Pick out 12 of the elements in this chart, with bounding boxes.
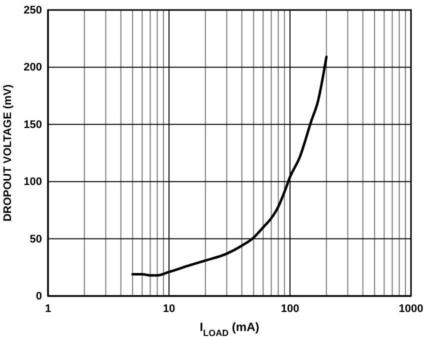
- y-tick-label: 0: [36, 290, 42, 303]
- x-tick-label: 1000: [398, 302, 424, 315]
- y-tick-label: 100: [24, 176, 42, 188]
- x-tick-label: 1: [44, 302, 52, 315]
- x-tick-label: 100: [280, 302, 300, 315]
- y-tick-label: 250: [24, 4, 42, 17]
- x-axis-title: I$_{LOAD}$ (mA): [200, 320, 260, 337]
- x-tick-label: 10: [162, 302, 176, 315]
- y-tick-label: 50: [30, 233, 42, 246]
- y-tick-label: 200: [24, 62, 42, 74]
- y-tick-label: 150: [24, 118, 42, 131]
- y-axis-title: DROPOUT VOLTAGE (mV): [2, 84, 14, 222]
